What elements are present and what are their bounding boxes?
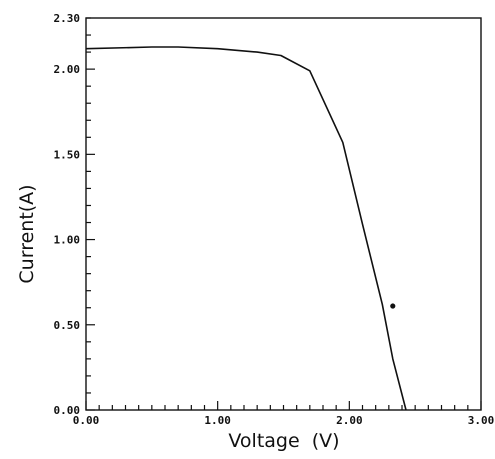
x-tick-label: 1.00 <box>204 414 231 427</box>
x-axis-ticks <box>85 401 482 410</box>
x-tick-label: 0.00 <box>73 414 100 427</box>
y-tick-label: 1.50 <box>54 148 81 161</box>
series-group <box>85 46 407 411</box>
y-tick-label: 2.30 <box>54 12 81 25</box>
plot-frame <box>85 17 482 411</box>
marker-group <box>390 303 396 309</box>
x-tick-label: 2.00 <box>336 414 363 427</box>
y-tick-label: 2.00 <box>54 63 81 76</box>
y-tick-label: 1.00 <box>54 234 81 247</box>
y-tick-label: 0.50 <box>54 319 81 332</box>
data-marker <box>390 303 396 309</box>
x-tick-label: 3.00 <box>468 414 495 427</box>
y-axis-tick-labels: 0.00 0.50 1.00 1.50 2.00 2.30 <box>54 12 81 417</box>
y-tick-label: 0.00 <box>54 404 81 417</box>
x-axis-title: Voltage (V) <box>228 430 339 452</box>
y-axis-ticks <box>86 17 95 411</box>
iv-curve-line <box>85 46 407 411</box>
x-axis-tick-labels: 0.00 1.00 2.00 3.00 <box>73 414 495 427</box>
y-axis-title: Current(A) <box>16 184 38 283</box>
